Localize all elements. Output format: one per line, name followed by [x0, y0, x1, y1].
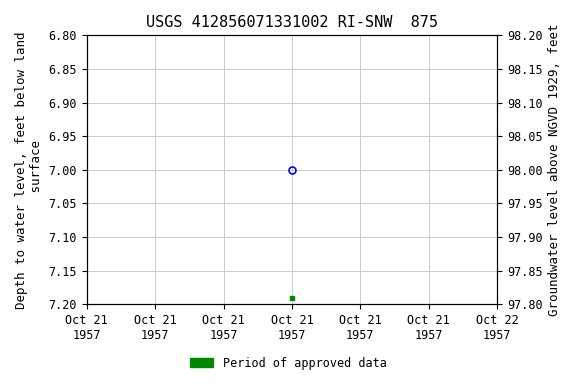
Y-axis label: Depth to water level, feet below land
 surface: Depth to water level, feet below land su… — [15, 31, 43, 309]
Title: USGS 412856071331002 RI-SNW  875: USGS 412856071331002 RI-SNW 875 — [146, 15, 438, 30]
Y-axis label: Groundwater level above NGVD 1929, feet: Groundwater level above NGVD 1929, feet — [548, 23, 561, 316]
Legend: Period of approved data: Period of approved data — [185, 352, 391, 374]
